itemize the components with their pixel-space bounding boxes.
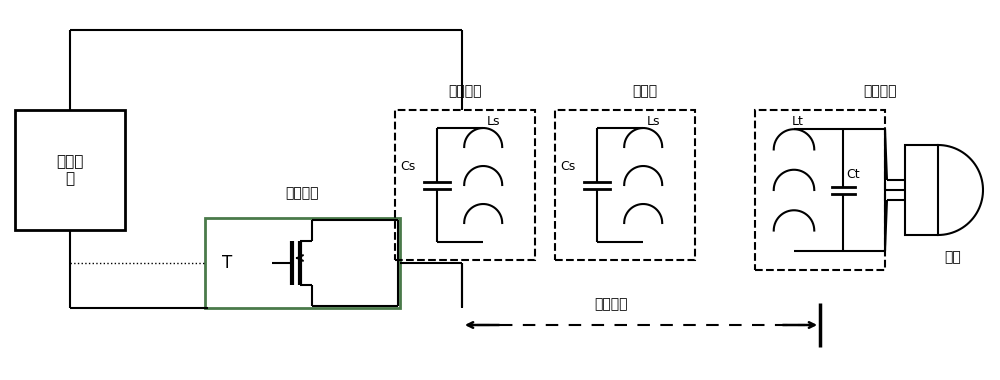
Text: 开关电路: 开关电路 (286, 186, 319, 200)
Text: Cs: Cs (560, 160, 575, 174)
Text: Lt: Lt (792, 115, 804, 128)
Text: Ls: Ls (647, 115, 661, 128)
Bar (755, 110, 885, 270)
Text: 传输距离: 传输距离 (594, 297, 628, 311)
Text: 灯泡: 灯泡 (945, 250, 961, 264)
Text: Ct: Ct (846, 168, 860, 180)
Bar (15, 110, 125, 230)
Text: Ls: Ls (487, 115, 501, 128)
Text: Cs: Cs (400, 160, 415, 174)
Text: T: T (222, 254, 232, 272)
Text: 接收电路: 接收电路 (863, 84, 897, 98)
Text: 增强器: 增强器 (632, 84, 658, 98)
Bar (555, 110, 695, 260)
Text: 发射电路: 发射电路 (448, 84, 482, 98)
Bar (395, 110, 535, 260)
Bar (205, 218, 400, 308)
Text: 直流电
源: 直流电 源 (56, 154, 84, 186)
Bar (905, 145, 938, 235)
